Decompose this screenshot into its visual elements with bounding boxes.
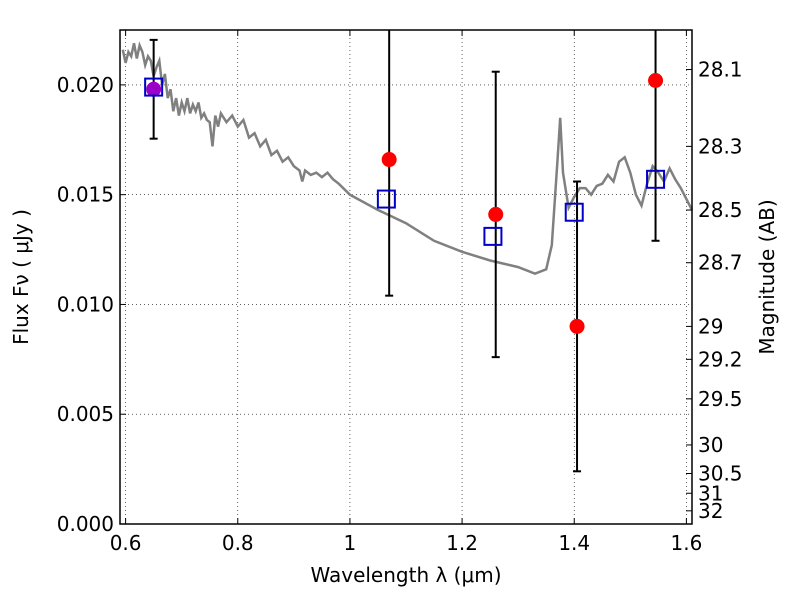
x-tick-label: 1.4 xyxy=(558,531,590,555)
y-tick-label: 0.020 xyxy=(57,73,114,97)
mag-tick-label: 29 xyxy=(698,314,723,338)
ticks: 0.6 0.8 1 1.2 1.4 1.6 0.000 0.005 0.010 0.015 0.02… xyxy=(57,30,743,555)
y-tick-label: 0.000 xyxy=(57,512,114,536)
y-tick-label: 0.005 xyxy=(57,402,114,426)
model-band-square xyxy=(144,77,164,97)
spectrum-line xyxy=(121,41,694,276)
mag-tick-label: 29.5 xyxy=(698,387,743,411)
observed-point xyxy=(381,152,397,168)
point-layer xyxy=(146,72,664,334)
mag-tick-label: 28.3 xyxy=(698,134,743,158)
model-band-square xyxy=(376,189,396,209)
mag-tick-label: 31 xyxy=(698,481,723,505)
observed-point xyxy=(488,206,504,222)
y-axis-right-label: Magnitude (AB) xyxy=(755,199,779,354)
x-tick-label: 1.6 xyxy=(670,531,702,555)
x-tick-label: 0.8 xyxy=(222,531,254,555)
mag-tick-label: 32 xyxy=(698,499,723,523)
x-axis-label: Wavelength λ (μm) xyxy=(310,563,501,587)
mag-tick-label: 30 xyxy=(698,433,723,457)
spectrum-layer xyxy=(121,41,694,276)
model-band-square xyxy=(483,226,503,246)
x-tick-label: 1 xyxy=(344,531,357,555)
y-tick-label: 0.015 xyxy=(57,183,114,207)
mag-tick-label: 28.7 xyxy=(698,251,743,275)
plot-frame xyxy=(119,29,693,525)
x-tick-label: 1.2 xyxy=(446,531,478,555)
y-tick-label: 0.010 xyxy=(57,292,114,316)
model-band-square xyxy=(646,169,666,189)
observed-point xyxy=(648,72,664,88)
x-tick-label: 0.6 xyxy=(110,531,142,555)
mag-tick-label: 29.2 xyxy=(698,347,743,371)
mag-tick-label: 28.1 xyxy=(698,58,743,82)
mag-tick-label: 30.5 xyxy=(698,462,743,486)
y-axis-label: Flux Fν ( μJy ) xyxy=(9,209,33,345)
mag-tick-label: 28.5 xyxy=(698,198,743,222)
band-layer xyxy=(144,77,666,246)
observed-point xyxy=(569,318,585,334)
model-band-square xyxy=(564,202,584,222)
observed-point xyxy=(146,81,162,97)
